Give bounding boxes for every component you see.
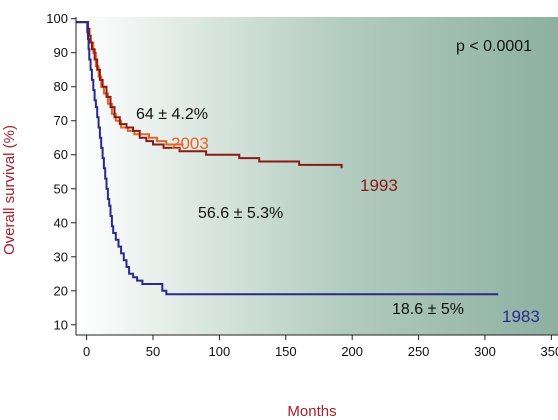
series-label-2003: 2003 xyxy=(171,134,209,153)
annotation-2003-survival: 64 ± 4.2% xyxy=(136,106,208,123)
x-tick-label-250: 250 xyxy=(408,344,430,359)
y-tick-label-70: 70 xyxy=(54,113,68,128)
annotation-1983-survival: 18.6 ± 5% xyxy=(392,301,464,318)
x-tick-label-300: 300 xyxy=(474,344,496,359)
y-tick-label-80: 80 xyxy=(54,79,68,94)
y-tick-label-40: 40 xyxy=(54,215,68,230)
x-axis-label: Months xyxy=(287,403,336,420)
survival-curve-1993 xyxy=(76,21,343,169)
x-tick-label-150: 150 xyxy=(275,344,297,359)
axis-layer: 10 20 30 40 50 60 70 80 90 100 0 50 100 150 200 250 300 3… xyxy=(46,11,558,359)
y-tick-label-60: 60 xyxy=(54,147,68,162)
p-value-annotation: p < 0.0001 xyxy=(456,38,532,55)
y-tick-label-20: 20 xyxy=(54,283,68,298)
plot-area xyxy=(76,17,558,335)
y-axis-label: Overall survival (%) xyxy=(1,125,18,255)
y-tick-label-100: 100 xyxy=(46,11,68,26)
series-label-1983: 1983 xyxy=(502,307,540,326)
annotation-1993-survival: 56.6 ± 5.3% xyxy=(198,205,283,222)
x-tick-label-350: 350 xyxy=(541,344,558,359)
text-layer: Months Overall survival (%) p < 0.0001 6… xyxy=(1,38,540,420)
x-tick-label-200: 200 xyxy=(341,344,363,359)
y-tick-label-50: 50 xyxy=(54,181,68,196)
x-tick-label-50: 50 xyxy=(146,344,160,359)
plot-layer xyxy=(76,21,499,296)
y-tick-label-30: 30 xyxy=(54,249,68,264)
series-label-1993: 1993 xyxy=(360,176,398,195)
y-tick-label-10: 10 xyxy=(54,317,68,332)
x-tick-label-0: 0 xyxy=(83,344,90,359)
y-tick-label-90: 90 xyxy=(54,45,68,60)
x-tick-label-100: 100 xyxy=(209,344,231,359)
survival-curve-1983 xyxy=(76,21,499,296)
